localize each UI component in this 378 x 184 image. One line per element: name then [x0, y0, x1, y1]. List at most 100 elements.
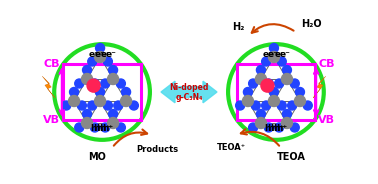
Text: g-C₃N₄: g-C₃N₄	[175, 93, 203, 102]
Circle shape	[96, 88, 105, 96]
Circle shape	[264, 79, 273, 88]
Text: h⁺: h⁺	[90, 124, 101, 133]
Text: VB: VB	[43, 115, 60, 125]
Circle shape	[68, 95, 79, 107]
Text: TEOA⁺: TEOA⁺	[216, 143, 245, 152]
Bar	[63, 64, 141, 120]
Text: VB: VB	[318, 115, 335, 125]
Text: h⁺: h⁺	[100, 124, 111, 133]
Circle shape	[82, 118, 93, 128]
Circle shape	[303, 101, 312, 110]
Text: MO: MO	[88, 152, 106, 162]
Circle shape	[282, 73, 293, 84]
Circle shape	[82, 66, 91, 75]
Text: h⁺: h⁺	[93, 124, 104, 133]
Text: H₂O: H₂O	[301, 19, 321, 29]
Circle shape	[101, 123, 110, 132]
Text: h⁺: h⁺	[96, 124, 108, 133]
Polygon shape	[161, 81, 217, 103]
Circle shape	[108, 66, 118, 75]
Circle shape	[290, 123, 299, 132]
Text: e⁻: e⁻	[101, 50, 112, 59]
Circle shape	[108, 118, 119, 128]
Circle shape	[108, 109, 118, 118]
Circle shape	[256, 73, 266, 84]
Circle shape	[103, 101, 112, 110]
Circle shape	[90, 79, 99, 88]
Circle shape	[70, 88, 79, 96]
Circle shape	[88, 57, 97, 66]
Circle shape	[296, 88, 304, 96]
Circle shape	[262, 57, 271, 66]
Circle shape	[256, 66, 265, 75]
Text: h⁺: h⁺	[277, 124, 288, 133]
Text: h⁺: h⁺	[103, 124, 114, 133]
Circle shape	[77, 101, 86, 110]
Text: Ni-doped: Ni-doped	[169, 82, 209, 91]
Circle shape	[270, 88, 279, 96]
Text: e⁻: e⁻	[89, 50, 100, 59]
Circle shape	[62, 101, 71, 110]
Circle shape	[282, 66, 291, 75]
Circle shape	[249, 79, 258, 88]
Circle shape	[249, 123, 258, 132]
Circle shape	[82, 73, 93, 84]
Text: e⁻: e⁻	[263, 50, 274, 59]
Text: CB: CB	[318, 59, 335, 69]
Circle shape	[264, 123, 273, 132]
Circle shape	[288, 101, 297, 110]
Circle shape	[262, 101, 271, 110]
Text: e⁻: e⁻	[268, 50, 279, 59]
Circle shape	[277, 57, 286, 66]
Circle shape	[256, 118, 266, 128]
Circle shape	[251, 101, 260, 110]
Circle shape	[282, 118, 293, 128]
Circle shape	[88, 101, 97, 110]
Circle shape	[87, 79, 100, 92]
Circle shape	[268, 95, 279, 107]
Text: H₂: H₂	[232, 22, 244, 32]
Circle shape	[90, 123, 99, 132]
Text: h⁺: h⁺	[270, 124, 282, 133]
Text: e⁻: e⁻	[106, 50, 116, 59]
Text: e⁻: e⁻	[280, 50, 290, 59]
Text: h⁺: h⁺	[267, 124, 278, 133]
Circle shape	[114, 101, 123, 110]
Circle shape	[290, 79, 299, 88]
Text: h⁺: h⁺	[264, 124, 275, 133]
Text: CB: CB	[43, 59, 60, 69]
Circle shape	[282, 109, 291, 118]
Text: Products: Products	[136, 145, 178, 154]
Circle shape	[129, 101, 138, 110]
Circle shape	[94, 95, 105, 107]
Circle shape	[243, 88, 253, 96]
Text: TEOA: TEOA	[276, 152, 305, 162]
Circle shape	[116, 79, 125, 88]
Circle shape	[294, 95, 305, 107]
Circle shape	[121, 95, 132, 107]
Circle shape	[103, 57, 112, 66]
Circle shape	[96, 43, 105, 52]
Text: h⁺: h⁺	[274, 124, 285, 133]
Text: e⁻: e⁻	[274, 50, 285, 59]
Circle shape	[261, 79, 274, 92]
Circle shape	[122, 88, 130, 96]
Circle shape	[256, 109, 265, 118]
Circle shape	[275, 123, 284, 132]
Circle shape	[235, 101, 245, 110]
Circle shape	[116, 123, 125, 132]
Circle shape	[75, 123, 84, 132]
Circle shape	[82, 109, 91, 118]
Text: e⁻: e⁻	[94, 50, 105, 59]
Circle shape	[268, 52, 279, 63]
Bar	[237, 64, 315, 120]
Circle shape	[75, 79, 84, 88]
Circle shape	[270, 43, 279, 52]
Circle shape	[101, 79, 110, 88]
Polygon shape	[313, 76, 326, 98]
Circle shape	[108, 73, 119, 84]
Circle shape	[277, 101, 286, 110]
Circle shape	[275, 79, 284, 88]
Circle shape	[242, 95, 253, 107]
Polygon shape	[42, 76, 55, 98]
